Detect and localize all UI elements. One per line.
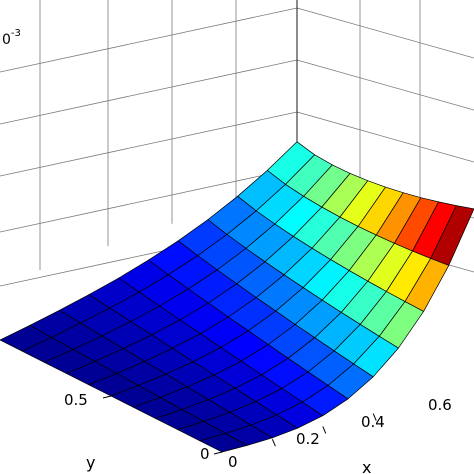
y-tick-mark-0 [213, 451, 223, 455]
back-wall-horizontal-gridline-3 [0, 167, 298, 233]
side-wall-horizontal-gridline-1 [296, 59, 474, 111]
x-tick-label-0.6: 0.6 [428, 396, 452, 414]
y-tick-label-0: 0 [200, 445, 210, 463]
y-tick-label-0.5: 0.5 [64, 391, 88, 409]
side-wall-horizontal-gridline-0 [296, 7, 474, 59]
x-tick-label-0.2: 0.2 [296, 430, 320, 448]
x-tick-label-0: 0 [228, 453, 238, 471]
surface-patch [199, 433, 248, 453]
x-tick-mark-0 [271, 439, 276, 447]
y-tick-mark-1 [102, 395, 112, 399]
x-tick-label-0.4: 0.4 [361, 413, 385, 431]
x-tick-mark-1 [322, 426, 327, 434]
z-exponent-base: 0 [2, 32, 11, 48]
z-exponent-power: -3 [11, 28, 21, 39]
side-wall-horizontal-gridline-2 [296, 111, 474, 163]
back-wall-horizontal-gridline-1 [0, 59, 298, 125]
x-axis-label: x [362, 458, 371, 474]
x-tick-mark-2 [372, 413, 377, 421]
y-axis-label: y [86, 453, 95, 472]
back-wall-horizontal-gridline-0 [0, 7, 298, 73]
back-wall-horizontal-gridline-2 [0, 111, 298, 177]
z-exponent-label: 0-3 [2, 28, 21, 48]
axis-ticks [102, 395, 377, 455]
surface-mesh [0, 141, 474, 453]
